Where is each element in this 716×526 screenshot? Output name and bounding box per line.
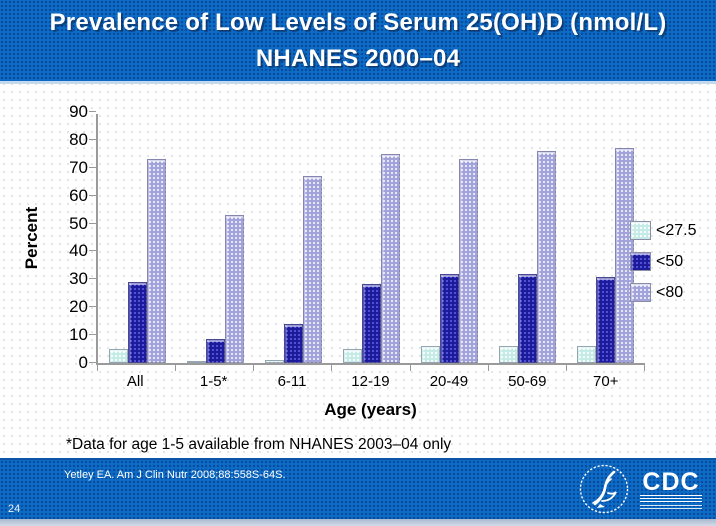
x-tick-mark	[97, 365, 98, 371]
bar	[342, 349, 362, 363]
legend-label: <80	[656, 283, 684, 301]
x-axis-category-labels: All 1-5* 6-11 12-19 20-49 50-69 70+	[96, 373, 645, 390]
x-tick-mark	[487, 365, 489, 371]
y-tick-label: 40	[69, 241, 88, 261]
bar	[518, 273, 538, 363]
x-tick-mark	[565, 365, 567, 371]
y-tick-mark	[89, 362, 96, 363]
y-tick-label: 60	[69, 185, 88, 205]
plot-area: 0 10 20 30 40 50 60 70 80 90	[69, 103, 645, 372]
y-tick-label: 10	[69, 325, 88, 345]
y-tick-label: 80	[69, 129, 88, 149]
y-axis-title: Percent	[22, 206, 41, 270]
footer-logos: CDC	[578, 463, 702, 515]
legend-label: <50	[656, 252, 684, 270]
bar	[264, 360, 284, 363]
legend-swatch	[630, 252, 651, 271]
bar-group-70	[567, 114, 645, 363]
x-category-label: 1-5*	[199, 373, 228, 390]
legend-label: <27.5	[656, 221, 697, 239]
y-tick-mark	[89, 278, 96, 280]
y-tick-label: 50	[69, 213, 88, 233]
y-tick-mark	[89, 166, 96, 168]
cdc-logo-lines	[640, 494, 702, 503]
legend-item: <80	[630, 283, 696, 302]
y-tick-label: 0	[78, 353, 88, 372]
title-band: Prevalence of Low Levels of Serum 25(OH)…	[0, 0, 716, 84]
citation: Yetley EA. Am J Clin Nutr 2008;88:558S-6…	[64, 469, 286, 481]
bar	[361, 283, 381, 363]
x-category-label: 20-49	[429, 373, 469, 390]
bar-group-5069	[489, 114, 567, 363]
x-category-label: 70+	[593, 373, 619, 390]
y-tick-label: 20	[69, 297, 88, 317]
y-tick-mark	[89, 222, 96, 224]
legend-swatch	[630, 283, 651, 302]
legend-item: <27.5	[630, 221, 696, 240]
y-tick-mark	[89, 250, 96, 252]
cdc-logo-lines-small	[640, 504, 702, 509]
cdc-logo: CDC	[640, 467, 702, 509]
cdc-logo-text: CDC	[642, 467, 700, 496]
x-category-label: 50-69	[508, 373, 547, 390]
hhs-logo	[579, 464, 629, 514]
slide-title-line1: Prevalence of Low Levels of Serum 25(OH)…	[49, 9, 667, 36]
legend-swatch	[630, 221, 651, 240]
bar	[205, 339, 225, 363]
x-category-label: 6-11	[277, 373, 307, 390]
y-tick-label: 90	[69, 102, 88, 121]
bar	[537, 151, 557, 363]
bar-group-611	[254, 114, 332, 363]
bar	[302, 176, 322, 363]
y-tick-mark	[89, 334, 96, 336]
x-tick-mark	[175, 365, 177, 371]
y-tick-mark	[89, 138, 96, 140]
bar	[108, 349, 128, 363]
bar	[283, 323, 303, 363]
bar	[421, 346, 441, 363]
y-tick-mark	[89, 306, 96, 308]
bar-group-1219	[332, 114, 410, 363]
y-tick-mark	[89, 194, 96, 196]
bar	[596, 276, 616, 363]
x-tick-mark	[253, 365, 255, 371]
chart-legend: <27.5 <50 <80	[630, 221, 696, 314]
legend-item: <50	[630, 252, 696, 271]
bar-group-all	[98, 114, 176, 363]
x-tick-mark	[331, 365, 333, 371]
y-tick-mark	[89, 111, 96, 112]
y-tick-label: 70	[69, 157, 88, 177]
x-tick-mark	[644, 365, 645, 371]
x-category-label: 12-19	[351, 373, 390, 390]
bar-groups	[98, 114, 645, 363]
bar	[440, 273, 460, 363]
bar	[186, 361, 206, 363]
bar	[459, 159, 479, 363]
slide-title-line2: NHANES 2000–04	[255, 45, 461, 72]
footnote: *Data for age 1-5 available from NHANES …	[66, 436, 452, 453]
bar	[499, 346, 519, 363]
bottom-strip	[0, 519, 716, 526]
bar	[146, 159, 166, 363]
bar	[380, 153, 400, 363]
bar-group-15	[176, 114, 254, 363]
bar	[224, 215, 244, 363]
bar	[577, 346, 597, 363]
footer-band: Yetley EA. Am J Clin Nutr 2008;88:558S-6…	[0, 458, 716, 519]
bar	[127, 282, 147, 363]
bar	[615, 148, 635, 363]
x-axis-title: Age (years)	[324, 400, 417, 419]
page-number: 24	[8, 503, 21, 515]
x-category-label: All	[126, 373, 144, 390]
y-tick-label: 30	[69, 269, 88, 289]
bar-group-2049	[411, 114, 489, 363]
x-tick-mark	[409, 365, 411, 371]
